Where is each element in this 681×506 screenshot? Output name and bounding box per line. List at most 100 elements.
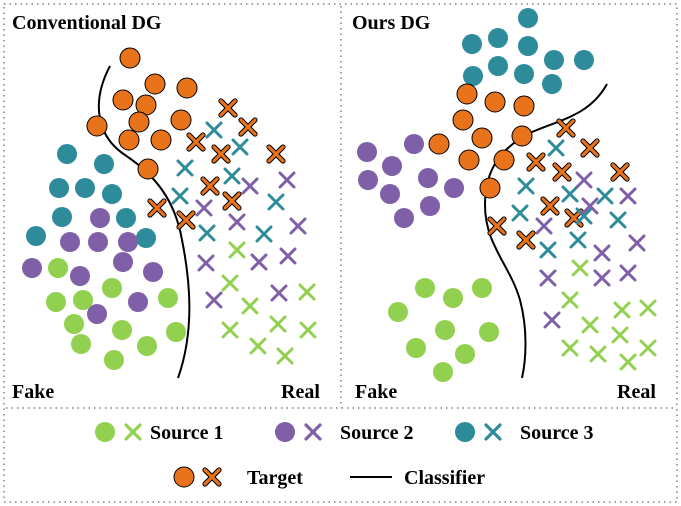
left-target-cross-7 xyxy=(147,198,167,218)
scatter-marks xyxy=(22,8,657,382)
left-source3-circle-8 xyxy=(136,228,156,248)
left-source3-circle-6 xyxy=(116,208,136,228)
legend-classifier-label: Classifier xyxy=(404,467,485,489)
left-source3-cross-1 xyxy=(231,138,249,156)
right-source2-circle-1 xyxy=(382,156,402,176)
left-source1-cross-3 xyxy=(298,283,316,301)
right-source1-cross-6 xyxy=(639,339,657,357)
left-target-circle-1 xyxy=(144,73,166,95)
left-fake-label: Fake xyxy=(12,381,54,403)
right-source1-cross-1 xyxy=(561,291,579,309)
right-target-cross-3 xyxy=(580,138,600,158)
right-source2-cross-9 xyxy=(543,311,561,329)
left-source1-circle-0 xyxy=(48,258,68,278)
left-source2-circle-7 xyxy=(143,262,163,282)
left-source2-cross-9 xyxy=(270,284,288,302)
right-source3-circle-2 xyxy=(488,28,508,48)
right-source1-cross-5 xyxy=(611,326,629,344)
right-real-label: Real xyxy=(617,381,656,403)
legend-target-cross xyxy=(202,467,222,487)
legend-target-circle xyxy=(173,466,195,488)
right-source1-circle-2 xyxy=(472,278,492,298)
right-source3-cross-4 xyxy=(511,204,529,222)
right-target-circle-5 xyxy=(471,127,493,149)
left-source1-circle-6 xyxy=(112,320,132,340)
right-source2-cross-7 xyxy=(539,269,557,287)
right-target-cross-5 xyxy=(540,196,560,216)
left-source1-circle-1 xyxy=(102,278,122,298)
right-source1-cross-3 xyxy=(613,301,631,319)
left-source1-circle-2 xyxy=(46,292,66,312)
right-source2-cross-5 xyxy=(593,244,611,262)
left-source2-circle-6 xyxy=(113,252,133,272)
left-source1-cross-8 xyxy=(276,347,294,365)
left-source3-cross-4 xyxy=(171,187,189,205)
left-source1-circle-8 xyxy=(71,334,91,354)
right-source2-cross-1 xyxy=(619,187,637,205)
right-source1-circle-7 xyxy=(455,344,475,364)
right-source1-circle-0 xyxy=(415,278,435,298)
right-source1-circle-1 xyxy=(443,288,463,308)
left-target-cross-8 xyxy=(176,210,196,230)
right-source3-cross-3 xyxy=(547,139,565,157)
right-source1-cross-4 xyxy=(639,299,657,317)
left-source3-circle-1 xyxy=(94,154,114,174)
left-source1-circle-5 xyxy=(64,314,84,334)
right-source2-cross-0 xyxy=(575,171,593,189)
right-source2-circle-8 xyxy=(394,208,414,228)
right-source2-cross-2 xyxy=(535,217,553,235)
left-source2-circle-0 xyxy=(90,208,110,228)
legend-source1-circle xyxy=(95,422,115,442)
left-source3-cross-5 xyxy=(267,193,285,211)
left-source3-circle-3 xyxy=(75,178,95,198)
left-source2-circle-4 xyxy=(22,258,42,278)
left-source2-circle-9 xyxy=(87,304,107,324)
left-target-circle-3 xyxy=(112,89,134,111)
left-source2-cross-6 xyxy=(250,253,268,271)
left-source1-cross-4 xyxy=(269,315,287,333)
right-source3-circle-8 xyxy=(463,66,483,86)
left-source3-circle-2 xyxy=(49,178,69,198)
legend-source3-circle xyxy=(455,422,475,442)
right-source1-circle-6 xyxy=(406,338,426,358)
left-source1-circle-9 xyxy=(104,350,124,370)
left-source2-circle-3 xyxy=(118,232,138,252)
right-source2-cross-3 xyxy=(628,234,646,252)
left-source2-cross-5 xyxy=(197,254,215,272)
left-target-cross-6 xyxy=(222,191,242,211)
right-source3-circle-4 xyxy=(544,50,564,70)
left-target-circle-0 xyxy=(119,47,141,69)
left-source3-cross-7 xyxy=(255,225,273,243)
right-fake-label: Fake xyxy=(355,381,397,403)
left-source1-circle-10 xyxy=(137,336,157,356)
left-source3-circle-4 xyxy=(102,184,122,204)
left-source3-cross-2 xyxy=(176,159,194,177)
right-target-cross-8 xyxy=(516,230,536,250)
right-target-circle-7 xyxy=(458,149,480,171)
right-target-circle-0 xyxy=(456,83,478,105)
right-source1-circle-4 xyxy=(435,320,455,340)
right-source1-circle-3 xyxy=(388,302,408,322)
right-source2-circle-7 xyxy=(420,196,440,216)
left-source2-circle-2 xyxy=(88,232,108,252)
right-source3-cross-2 xyxy=(596,187,614,205)
left-source1-circle-7 xyxy=(166,322,186,342)
right-source3-circle-1 xyxy=(462,34,482,54)
left-source2-cross-4 xyxy=(289,217,307,235)
left-source2-cross-0 xyxy=(241,177,259,195)
right-source3-circle-0 xyxy=(518,8,538,28)
outer-frame xyxy=(3,3,678,503)
left-target-circle-7 xyxy=(170,109,192,131)
right-source2-cross-6 xyxy=(619,264,637,282)
right-source3-cross-7 xyxy=(539,241,557,259)
left-target-circle-6 xyxy=(128,111,150,133)
left-source2-cross-1 xyxy=(278,171,296,189)
legend-source3-cross xyxy=(484,423,502,441)
right-source3-cross-5 xyxy=(575,207,593,225)
right-panel-title: Ours DG xyxy=(352,12,431,34)
left-source1-circle-4 xyxy=(158,288,178,308)
legend-source3-label: Source 3 xyxy=(520,422,594,444)
left-source3-circle-5 xyxy=(52,207,72,227)
right-source2-circle-3 xyxy=(358,170,378,190)
